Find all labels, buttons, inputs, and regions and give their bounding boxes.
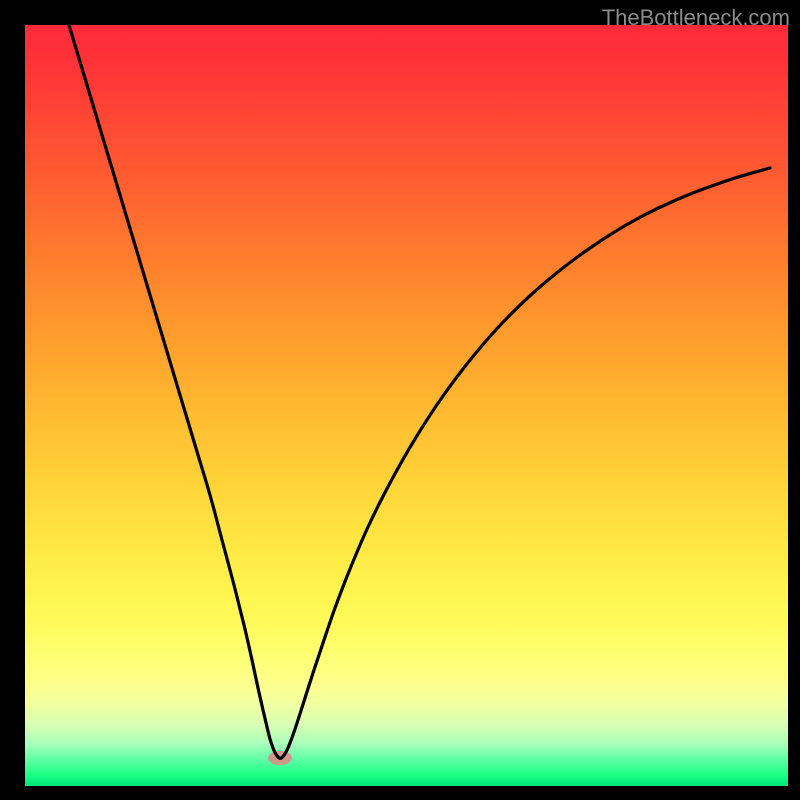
- chart-svg: [0, 0, 800, 800]
- chart-container: TheBottleneck.com: [0, 0, 800, 800]
- plot-background: [25, 25, 788, 786]
